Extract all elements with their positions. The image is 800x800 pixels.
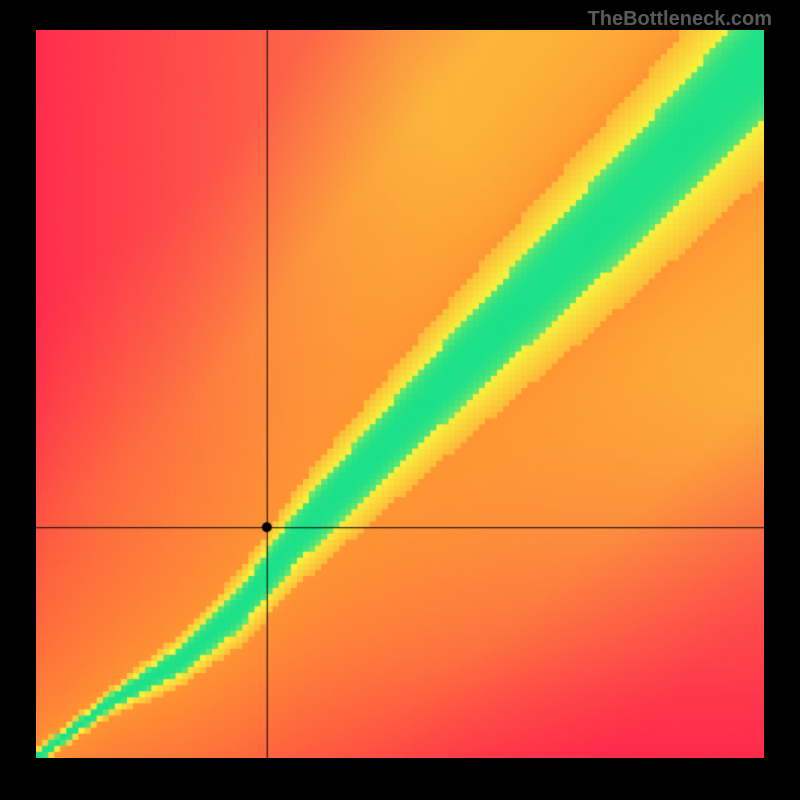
chart-frame xyxy=(36,30,764,758)
heatmap-canvas xyxy=(36,30,764,758)
watermark-text: TheBottleneck.com xyxy=(0,0,800,30)
